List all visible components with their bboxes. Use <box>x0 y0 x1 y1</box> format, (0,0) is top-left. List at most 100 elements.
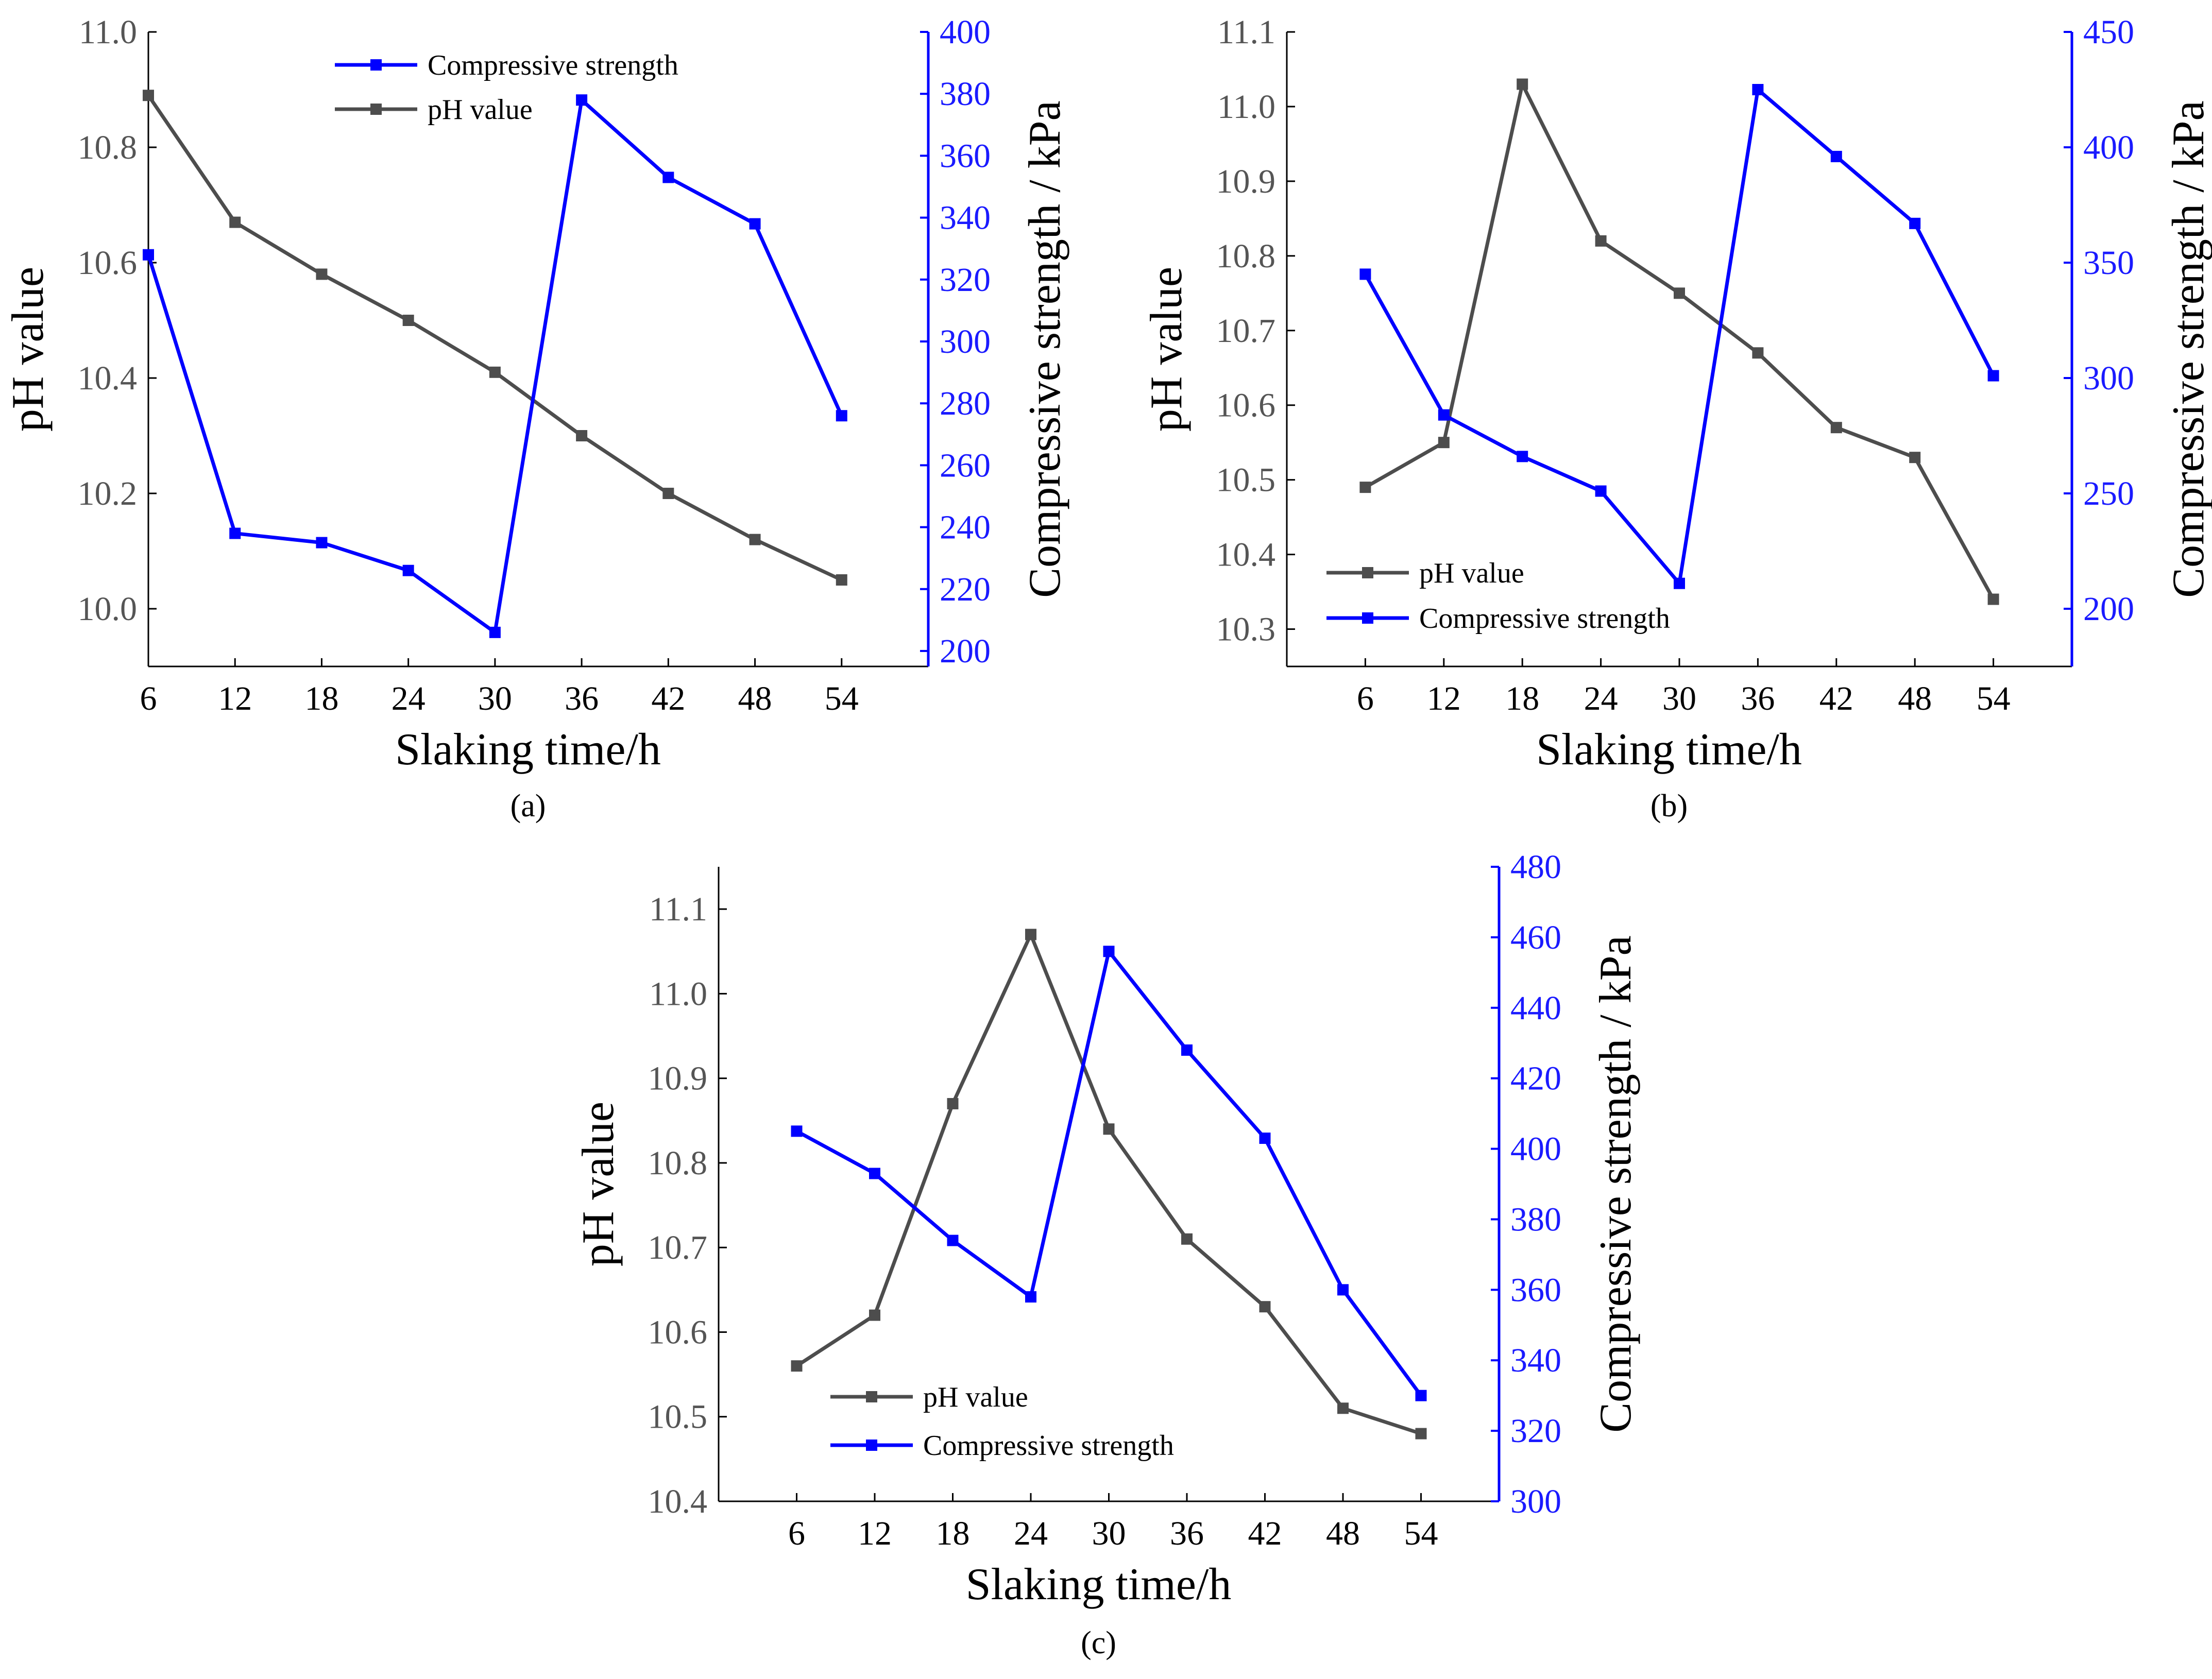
data-point-strength <box>229 527 241 539</box>
x-tick-label: 24 <box>1014 1515 1048 1552</box>
left-y-tick-label: 10.6 <box>78 244 138 282</box>
left-y-tick-label: 10.2 <box>78 475 138 512</box>
right-y-tick-label: 450 <box>2083 13 2134 51</box>
x-tick-label: 12 <box>218 680 252 717</box>
data-point-ph <box>1517 78 1528 90</box>
data-point-strength <box>662 172 674 183</box>
data-point-ph <box>1181 1233 1193 1245</box>
right-y-tick-label: 300 <box>2083 359 2134 397</box>
data-point-strength <box>1415 1390 1427 1401</box>
left-y-tick-label: 10.8 <box>648 1144 708 1182</box>
series-line-strength <box>1364 88 1995 586</box>
left-y-tick-label: 10.9 <box>1216 163 1276 200</box>
chart-panel-1: 6 12 18 24 30 36 42 48 54 10.0 10.2 10.4 10.6 10.8 11.… <box>3 13 1070 824</box>
panel-caption: (b) <box>1651 789 1688 824</box>
data-point-strength <box>1337 1284 1349 1296</box>
legend-label-ph: pH value <box>428 94 533 126</box>
x-tick-label: 24 <box>1584 680 1618 717</box>
left-y-tick-label: 10.7 <box>648 1229 708 1266</box>
x-tick-label: 18 <box>1505 680 1539 717</box>
legend-marker-ph <box>1362 567 1373 578</box>
right-y-axis-title: Compressive strength / kPa <box>1591 935 1641 1432</box>
x-tick-label: 30 <box>1662 680 1696 717</box>
left-y-tick-label: 10.5 <box>1216 461 1276 499</box>
x-axis-title: Slaking time/h <box>966 1560 1232 1609</box>
data-point-strength <box>316 537 328 549</box>
data-point-ph <box>947 1098 959 1109</box>
data-point-strength <box>1517 451 1528 462</box>
data-point-strength <box>143 249 154 261</box>
data-point-ph <box>576 430 588 441</box>
right-y-tick-label: 400 <box>940 13 991 51</box>
data-point-ph <box>869 1309 880 1321</box>
right-y-axis-title: Compressive strength / kPa <box>2164 100 2212 597</box>
data-point-strength <box>1830 150 1842 162</box>
right-y-tick-label: 240 <box>940 509 991 546</box>
left-y-tick-label: 11.0 <box>1217 88 1275 126</box>
x-tick-label: 42 <box>651 680 685 717</box>
left-y-tick-label: 10.6 <box>648 1313 708 1351</box>
x-tick-label: 42 <box>1248 1515 1282 1552</box>
series-line-ph <box>1364 82 1995 601</box>
series-line-strength <box>146 98 843 635</box>
data-point-strength <box>1438 409 1450 421</box>
x-tick-label: 36 <box>1170 1515 1204 1552</box>
data-point-strength <box>1909 217 1921 229</box>
series-line-ph <box>147 94 843 582</box>
x-tick-label: 48 <box>1326 1515 1360 1552</box>
left-y-tick-label: 10.8 <box>78 129 138 166</box>
x-tick-label: 36 <box>565 680 599 717</box>
left-y-tick-label: 10.3 <box>1216 611 1276 648</box>
x-tick-label: 6 <box>140 680 157 717</box>
right-y-tick-label: 440 <box>1510 989 1561 1027</box>
data-point-ph <box>1103 1123 1115 1135</box>
data-point-strength <box>791 1125 803 1137</box>
right-y-tick-label: 360 <box>940 137 991 175</box>
right-y-tick-label: 400 <box>2083 129 2134 166</box>
data-point-strength <box>402 564 414 576</box>
right-y-tick-label: 320 <box>940 261 991 299</box>
right-y-tick-label: 400 <box>1510 1130 1561 1168</box>
right-y-tick-label: 340 <box>1510 1342 1561 1379</box>
left-y-tick-label: 10.8 <box>1216 237 1276 275</box>
data-point-strength <box>1674 577 1685 589</box>
data-point-strength <box>489 626 501 638</box>
left-y-axis-title: pH value <box>1142 267 1192 432</box>
data-point-ph <box>1674 287 1685 299</box>
left-y-tick-label: 10.4 <box>78 359 138 397</box>
data-point-strength <box>947 1235 959 1246</box>
right-y-tick-label: 420 <box>1510 1060 1561 1098</box>
left-y-axis-title: pH value <box>573 1102 623 1266</box>
right-y-tick-label: 300 <box>940 323 991 361</box>
data-point-ph <box>143 90 154 101</box>
series-line-strength <box>795 949 1423 1397</box>
data-point-ph <box>1359 482 1371 493</box>
data-point-ph <box>1752 347 1764 359</box>
x-tick-label: 6 <box>1357 680 1374 717</box>
right-y-tick-label: 380 <box>940 75 991 113</box>
data-point-ph <box>1025 929 1036 940</box>
x-tick-label: 36 <box>1741 680 1775 717</box>
right-y-tick-label: 460 <box>1510 919 1561 956</box>
legend-label-strength: Compressive strength <box>923 1430 1174 1462</box>
data-point-ph <box>1830 422 1842 434</box>
x-tick-label: 54 <box>1404 1515 1438 1552</box>
left-y-axis-title: pH value <box>3 267 53 432</box>
legend-marker-strength <box>866 1440 877 1451</box>
data-point-strength <box>1987 370 1999 382</box>
data-point-ph <box>229 216 241 228</box>
x-tick-label: 18 <box>936 1515 970 1552</box>
left-y-tick-label: 11.1 <box>649 890 707 928</box>
right-y-tick-label: 200 <box>940 632 991 670</box>
data-point-ph <box>662 488 674 499</box>
x-axis-title: Slaking time/h <box>395 725 661 775</box>
left-y-tick-label: 11.0 <box>649 975 707 1013</box>
data-point-ph <box>316 268 328 280</box>
x-tick-label: 42 <box>1819 680 1853 717</box>
data-point-strength <box>869 1168 880 1179</box>
right-y-tick-label: 380 <box>1510 1201 1561 1238</box>
data-point-ph <box>1337 1402 1349 1414</box>
right-y-tick-label: 350 <box>2083 244 2134 282</box>
right-y-tick-label: 200 <box>2083 590 2134 628</box>
